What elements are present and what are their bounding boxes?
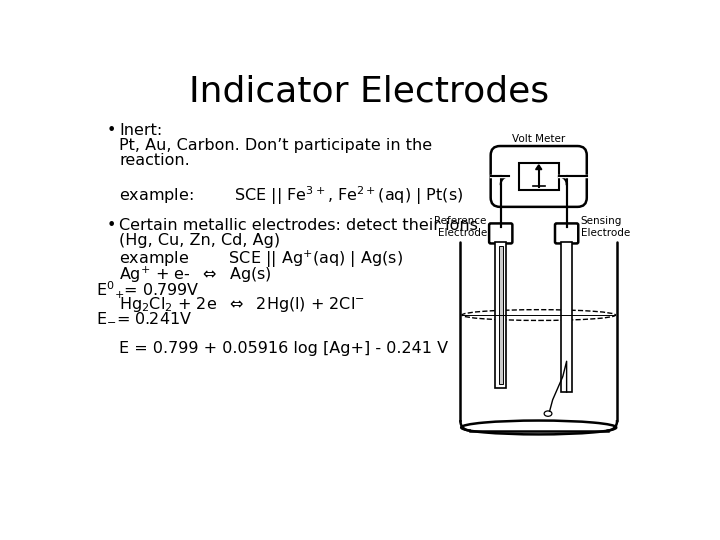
Text: E$^{0}$$_{+}$= 0.799V: E$^{0}$$_{+}$= 0.799V (96, 280, 200, 301)
Text: •: • (107, 123, 117, 138)
Text: Ag$^{+}$ + e-  $\Leftrightarrow$  Ag(s): Ag$^{+}$ + e- $\Leftrightarrow$ Ag(s) (120, 264, 272, 285)
Text: Reference
Electrode: Reference Electrode (434, 217, 487, 238)
Text: Indicator Electrodes: Indicator Electrodes (189, 74, 549, 108)
Text: example:        SCE || Fe$^{3+}$, Fe$^{2+}$(aq) | Pt(s): example: SCE || Fe$^{3+}$, Fe$^{2+}$(aq)… (120, 184, 464, 207)
Bar (499, 246, 503, 384)
Text: reaction.: reaction. (120, 153, 190, 168)
Text: Inert:: Inert: (120, 123, 163, 138)
Text: E = 0.799 + 0.05916 log [Ag+] - 0.241 V: E = 0.799 + 0.05916 log [Ag+] - 0.241 V (120, 341, 449, 356)
FancyBboxPatch shape (489, 224, 513, 244)
Text: Hg$_{2}$Cl$_{2}$ + 2e  $\Leftrightarrow$  2Hg(l) + 2Cl$^{-}$: Hg$_{2}$Cl$_{2}$ + 2e $\Leftrightarrow$ … (120, 295, 365, 314)
Bar (495, 242, 506, 388)
Text: E$_{-}$= 0.241V: E$_{-}$= 0.241V (96, 310, 192, 326)
Bar (561, 242, 572, 392)
Text: example        SCE || Ag$^{+}$(aq) | Ag(s): example SCE || Ag$^{+}$(aq) | Ag(s) (120, 249, 403, 270)
FancyBboxPatch shape (555, 224, 578, 244)
Text: Certain metallic electrodes: detect their ions: Certain metallic electrodes: detect thei… (120, 218, 478, 233)
Text: Pt, Au, Carbon. Don’t participate in the: Pt, Au, Carbon. Don’t participate in the (120, 138, 433, 153)
Bar (518, 163, 559, 190)
Text: •: • (107, 218, 117, 233)
FancyBboxPatch shape (490, 146, 587, 207)
Polygon shape (536, 165, 542, 170)
Text: (Hg, Cu, Zn, Cd, Ag): (Hg, Cu, Zn, Cd, Ag) (120, 233, 281, 248)
Text: Sensing
Electrode: Sensing Electrode (580, 217, 630, 238)
Text: Volt Meter: Volt Meter (512, 134, 565, 144)
